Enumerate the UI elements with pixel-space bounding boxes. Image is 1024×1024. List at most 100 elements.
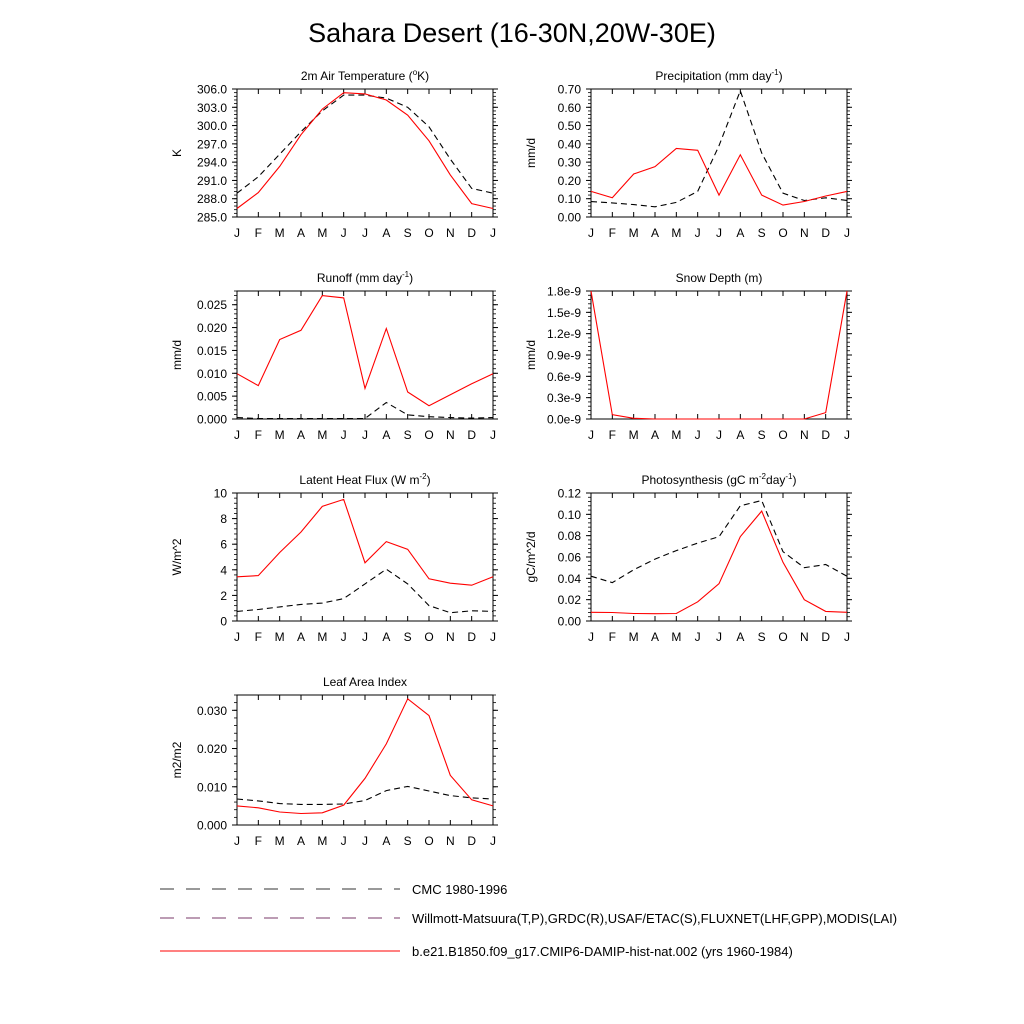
y-tick-label: 0.020 <box>197 321 227 335</box>
x-tick-label: M <box>275 428 285 442</box>
x-tick-label: A <box>736 226 744 240</box>
y-tick-label: 0.30 <box>558 156 582 170</box>
x-tick-label: J <box>490 630 496 644</box>
x-tick-label: M <box>317 226 327 240</box>
title-text: ) <box>427 473 431 487</box>
y-tick-label: 300.0 <box>197 119 227 133</box>
x-tick-label: D <box>821 226 830 240</box>
title-text: Snow Depth (m) <box>676 271 763 285</box>
x-tick-label: S <box>404 226 412 240</box>
x-tick-label: N <box>446 226 455 240</box>
title-text: day <box>766 473 785 487</box>
y-tick-label: 0.020 <box>197 742 227 756</box>
y-tick-label: 0.08 <box>558 529 582 543</box>
x-tick-label: J <box>695 226 701 240</box>
y-axis-label: W/m^2 <box>170 538 184 575</box>
x-tick-label: J <box>362 834 368 848</box>
x-tick-label: J <box>234 630 240 644</box>
y-tick-label: 0.3e-9 <box>547 391 581 405</box>
plot-frame <box>236 88 494 218</box>
x-tick-label: F <box>609 226 616 240</box>
x-tick-label: F <box>609 428 616 442</box>
title-text: Latent Heat Flux (W m <box>299 473 419 487</box>
x-tick-label: M <box>671 226 681 240</box>
y-tick-label: 291.0 <box>197 174 227 188</box>
y-tick-label: 0.9e-9 <box>547 349 581 363</box>
y-tick-label: 0.06 <box>558 551 582 565</box>
y-tick-label: 0.6e-9 <box>547 370 581 384</box>
y-tick-label: 1.5e-9 <box>547 306 581 320</box>
x-tick-label: A <box>382 428 390 442</box>
x-tick-label: A <box>651 226 659 240</box>
x-tick-label: D <box>821 428 830 442</box>
y-tick-label: 0.00 <box>558 211 582 225</box>
x-tick-label: J <box>695 630 701 644</box>
y-tick-label: 288.0 <box>197 192 227 206</box>
title-superscript: -1 <box>785 472 793 481</box>
y-tick-label: 0.030 <box>197 704 227 718</box>
y-axis-label: mm/d <box>170 340 184 370</box>
y-tick-label: 0.010 <box>197 780 227 794</box>
x-tick-label: A <box>651 630 659 644</box>
y-tick-label: 0.70 <box>558 83 582 97</box>
y-tick-label: 2 <box>220 589 227 603</box>
y-tick-label: 0 <box>220 615 227 629</box>
x-tick-label: D <box>821 630 830 644</box>
x-tick-label: F <box>609 630 616 644</box>
x-tick-label: N <box>800 428 809 442</box>
x-tick-label: S <box>404 428 412 442</box>
x-tick-label: S <box>758 428 766 442</box>
x-tick-label: M <box>629 226 639 240</box>
plot-frame <box>236 694 494 826</box>
x-tick-label: M <box>317 630 327 644</box>
model-series-line <box>590 510 848 615</box>
title-text: Runoff (mm day <box>317 271 402 285</box>
y-tick-label: 0.60 <box>558 101 582 115</box>
x-tick-label: J <box>588 428 594 442</box>
y-tick-label: 10 <box>214 487 228 501</box>
y-tick-label: 0.000 <box>197 819 227 833</box>
y-axis-label: mm/d <box>524 340 538 370</box>
y-tick-label: 0.00 <box>558 615 582 629</box>
x-tick-label: S <box>404 630 412 644</box>
y-tick-label: 1.2e-9 <box>547 327 581 341</box>
y-axis-label: gC/m^2/d <box>524 532 538 583</box>
y-tick-label: 0.12 <box>558 487 582 501</box>
x-tick-label: M <box>317 428 327 442</box>
y-tick-label: 285.0 <box>197 211 227 225</box>
x-tick-label: J <box>362 630 368 644</box>
observed-series-line <box>590 89 848 208</box>
x-tick-label: S <box>758 226 766 240</box>
chart-panel-6: J F M A M J J A S O N D J0.000.020.040.060.080.100.1… <box>524 472 852 644</box>
title-superscript: -1 <box>771 68 779 77</box>
y-tick-label: 0.40 <box>558 137 582 151</box>
title-superscript: o <box>413 68 418 77</box>
x-tick-label: J <box>341 428 347 442</box>
x-tick-label: O <box>424 630 433 644</box>
chart-panel-2: J F M A M J J A S O N D J0.000.100.200.300.400.500.6… <box>524 68 852 240</box>
x-tick-label: J <box>234 226 240 240</box>
x-tick-label: M <box>629 428 639 442</box>
y-tick-label: 1.8e-9 <box>547 285 581 299</box>
y-tick-label: 303.0 <box>197 101 227 115</box>
y-tick-label: 0.10 <box>558 508 582 522</box>
y-tick-label: 306.0 <box>197 83 227 97</box>
x-tick-label: S <box>404 834 412 848</box>
y-tick-label: 0.010 <box>197 367 227 381</box>
title-text: ) <box>793 473 797 487</box>
x-tick-label: J <box>844 428 850 442</box>
x-tick-label: D <box>467 834 476 848</box>
x-tick-label: A <box>297 226 305 240</box>
x-tick-label: D <box>467 226 476 240</box>
chart-panel-3: J F M A M J J A S O N D J0.0000.0050.0100.0150.0200.… <box>170 270 498 442</box>
observed-series-line <box>236 94 494 194</box>
x-tick-label: F <box>255 428 262 442</box>
x-tick-label: F <box>255 226 262 240</box>
plot-frame <box>590 88 848 218</box>
x-tick-label: N <box>446 834 455 848</box>
x-tick-label: M <box>275 630 285 644</box>
x-tick-label: J <box>341 630 347 644</box>
model-series-line <box>236 498 494 586</box>
